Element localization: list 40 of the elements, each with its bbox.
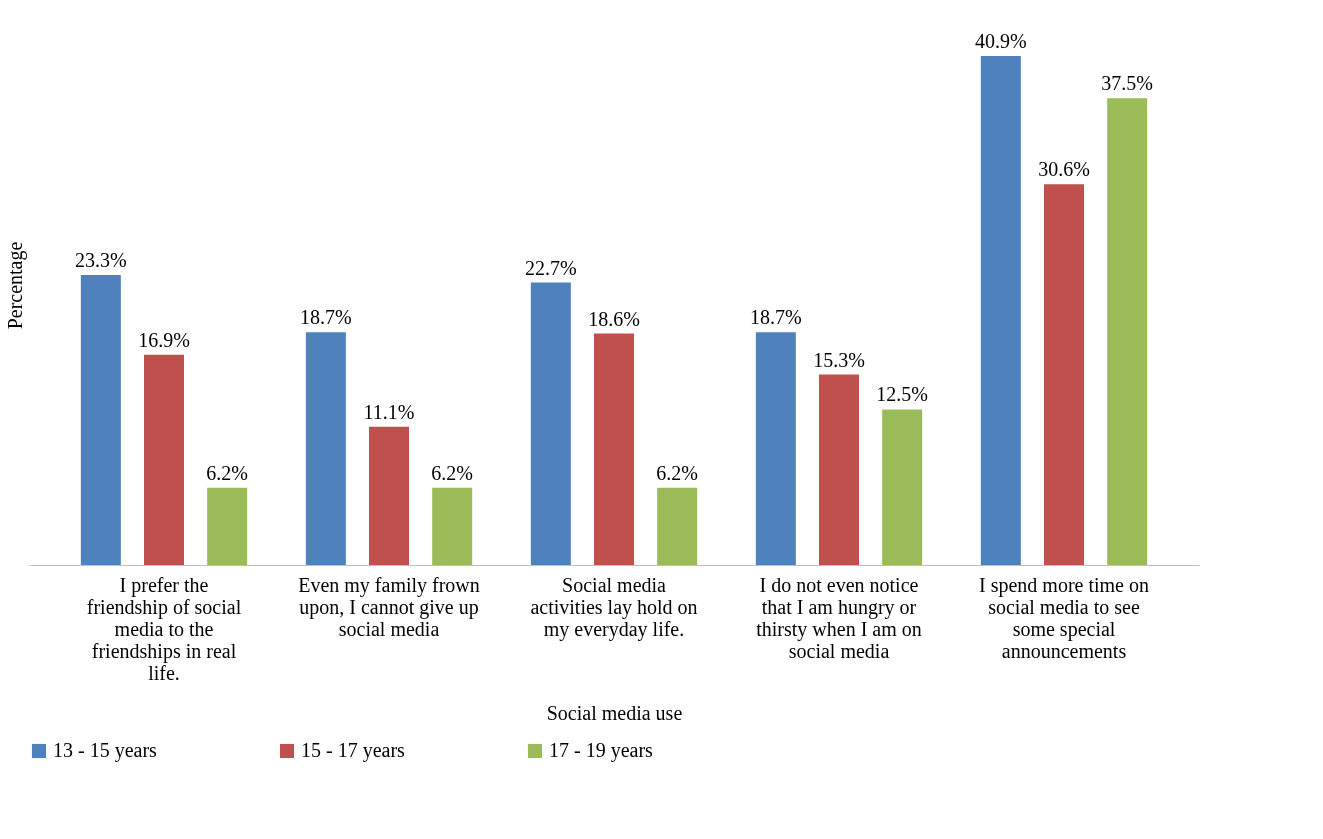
x-tick-label: Even my family frown upon, I cannot give up social media (298, 573, 480, 640)
x-tick-label: Social media activities lay hold on my everyday life. (530, 573, 698, 641)
bar (594, 333, 634, 565)
legend-label: 15 - 17 years (301, 739, 406, 762)
bar (305, 332, 346, 565)
bar (144, 354, 184, 565)
legend-label: 17 - 19 years (549, 739, 654, 762)
data-label: 18.6% (588, 307, 640, 330)
data-label: 11.1% (363, 400, 415, 423)
bar (882, 409, 923, 565)
data-label: 37.5% (1101, 72, 1153, 95)
data-label: 15.3% (813, 348, 865, 371)
data-label: 18.7% (750, 306, 802, 329)
data-label: 12.5% (876, 383, 928, 406)
legend-label: 13 - 15 years (53, 739, 158, 762)
bar (819, 374, 859, 565)
bar (80, 275, 121, 565)
bar (530, 282, 571, 565)
bar (1044, 184, 1084, 565)
data-label: 18.7% (300, 306, 352, 329)
bar (369, 426, 409, 565)
bar (657, 487, 698, 565)
data-label: 40.9% (975, 30, 1027, 53)
y-axis-title: Percentage (3, 241, 27, 330)
x-tick-label: I spend more time on social media to see some special announcements (979, 573, 1149, 662)
data-label: 6.2% (206, 461, 248, 484)
x-axis-title: Social media use (546, 701, 683, 724)
data-label: 30.6% (1038, 158, 1090, 181)
bar (980, 56, 1021, 565)
data-label: 6.2% (431, 461, 473, 484)
data-label: 22.7% (525, 256, 577, 279)
x-tick-label: I prefer the friendship of social media to the friendships in real life. (86, 573, 242, 684)
data-label: 16.9% (138, 328, 190, 351)
bar (755, 332, 796, 565)
data-label: 6.2% (656, 461, 698, 484)
bar (1107, 98, 1148, 565)
bar (432, 487, 473, 565)
x-tick-label: I do not even notice that I am hungry or thirsty when I am on social media (756, 573, 922, 662)
bar (207, 487, 248, 565)
data-label: 23.3% (75, 249, 127, 272)
